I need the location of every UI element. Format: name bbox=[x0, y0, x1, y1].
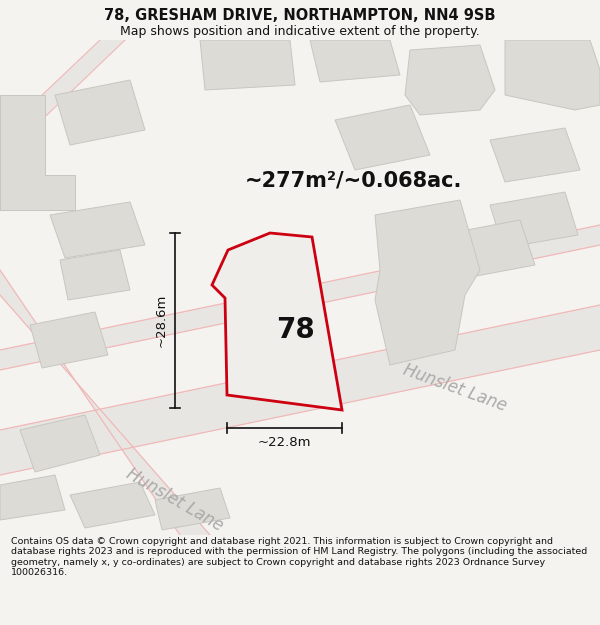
Polygon shape bbox=[30, 312, 108, 368]
Polygon shape bbox=[0, 40, 125, 160]
Polygon shape bbox=[405, 45, 495, 115]
Polygon shape bbox=[155, 488, 230, 530]
Polygon shape bbox=[20, 415, 100, 472]
Polygon shape bbox=[50, 202, 145, 258]
Text: 78: 78 bbox=[275, 316, 314, 344]
Polygon shape bbox=[212, 233, 342, 410]
Polygon shape bbox=[60, 250, 130, 300]
Polygon shape bbox=[0, 475, 65, 520]
Text: ~28.6m: ~28.6m bbox=[155, 294, 167, 348]
Polygon shape bbox=[505, 40, 600, 110]
Text: ~277m²/~0.068ac.: ~277m²/~0.068ac. bbox=[245, 170, 463, 190]
Polygon shape bbox=[375, 200, 480, 365]
Text: ~22.8m: ~22.8m bbox=[258, 436, 311, 449]
Text: Contains OS data © Crown copyright and database right 2021. This information is : Contains OS data © Crown copyright and d… bbox=[11, 537, 587, 577]
Polygon shape bbox=[70, 482, 155, 528]
Text: Hunslet Lane: Hunslet Lane bbox=[401, 361, 509, 415]
Polygon shape bbox=[490, 192, 578, 248]
Text: Hunslet Lane: Hunslet Lane bbox=[124, 465, 227, 535]
Text: 78, GRESHAM DRIVE, NORTHAMPTON, NN4 9SB: 78, GRESHAM DRIVE, NORTHAMPTON, NN4 9SB bbox=[104, 8, 496, 23]
Text: Map shows position and indicative extent of the property.: Map shows position and indicative extent… bbox=[120, 25, 480, 38]
Polygon shape bbox=[0, 225, 600, 370]
Polygon shape bbox=[0, 305, 600, 475]
Polygon shape bbox=[200, 40, 295, 90]
Polygon shape bbox=[55, 80, 145, 145]
Polygon shape bbox=[0, 95, 75, 210]
Polygon shape bbox=[335, 105, 430, 170]
Polygon shape bbox=[0, 270, 210, 535]
Polygon shape bbox=[490, 128, 580, 182]
Polygon shape bbox=[310, 40, 400, 82]
Polygon shape bbox=[440, 220, 535, 280]
